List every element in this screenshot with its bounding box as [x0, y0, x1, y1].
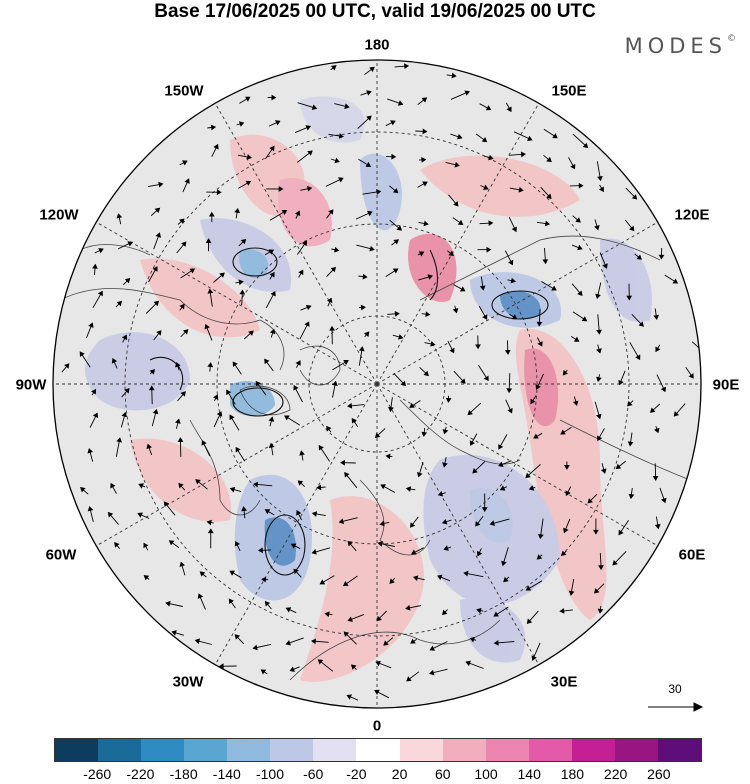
- colorbar-segment: [400, 739, 443, 761]
- colorbar-tick-label: 220: [604, 766, 627, 782]
- colorbar-tick-label: -220: [126, 766, 154, 782]
- colorbar-segment: [184, 739, 227, 761]
- colorbar-segment: [572, 739, 615, 761]
- lon-label-90e: 90E: [713, 377, 740, 394]
- lon-label-120w: 120W: [39, 207, 78, 224]
- colorbar-tick-label: 100: [474, 766, 497, 782]
- colorbar-tick-label: 60: [435, 766, 451, 782]
- lon-label-30w: 30W: [173, 674, 204, 691]
- colorbar-tick-label: 140: [518, 766, 541, 782]
- lon-label-90w: 90W: [16, 377, 47, 394]
- colorbar-tick-label: 20: [392, 766, 408, 782]
- colorbar-segment: [141, 739, 184, 761]
- wind-arrow-head: [702, 350, 706, 354]
- colorbar-segment: [486, 739, 529, 761]
- lon-label-180: 180: [364, 37, 389, 54]
- colorbar: [54, 738, 702, 762]
- lon-label-60w: 60W: [46, 547, 77, 564]
- colorbar-segment: [98, 739, 141, 761]
- colorbar-tick-label: 180: [561, 766, 584, 782]
- lon-label-0: 0: [373, 718, 381, 735]
- colorbar-segment: [529, 739, 572, 761]
- colorbar-tick-label: -60: [303, 766, 323, 782]
- colorbar-tick-label: -260: [83, 766, 111, 782]
- colorbar-segment: [443, 739, 486, 761]
- lon-label-30e: 30E: [551, 674, 578, 691]
- colorbar-segment: [658, 739, 701, 761]
- colorbar-segment: [615, 739, 658, 761]
- colorbar-tick-label: -180: [170, 766, 198, 782]
- colorbar-segment: [270, 739, 313, 761]
- colorbar-segment: [227, 739, 270, 761]
- lon-label-60e: 60E: [679, 547, 706, 564]
- lon-label-150e: 150E: [551, 83, 586, 100]
- reference-vector: [648, 703, 702, 711]
- reference-vector-label: 30: [660, 682, 690, 696]
- colorbar-tick-label: -20: [346, 766, 366, 782]
- colorbar-tick-labels: -260 -220 -180 -140 -100 -60 -20 20 60 100 140 180 2…: [0, 766, 750, 784]
- colorbar-segment: [313, 739, 356, 761]
- colorbar-segment: [356, 739, 399, 761]
- lon-label-120e: 120E: [674, 207, 709, 224]
- lon-label-150w: 150W: [164, 83, 203, 100]
- colorbar-tick-label: 260: [647, 766, 670, 782]
- colorbar-segment: [55, 739, 98, 761]
- colorbar-tick-label: -100: [256, 766, 284, 782]
- colorbar-tick-label: -140: [213, 766, 241, 782]
